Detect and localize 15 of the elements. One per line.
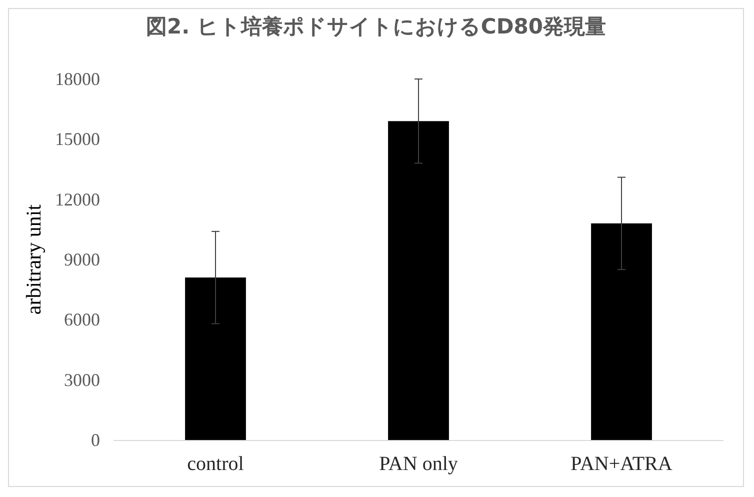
y-tick-label: 18000 [55,69,100,89]
x-tick-label: control [187,453,244,475]
bar [185,278,246,440]
y-axis-title: arbitrary unit [22,204,46,315]
y-tick-label: 15000 [55,129,100,150]
chart-title: 図2. ヒト培養ポドサイトにおけるCD80発現量 [146,14,606,38]
y-tick-label: 6000 [64,310,100,330]
bar [591,223,652,440]
bar [388,121,449,440]
x-tick-label: PAN+ATRA [570,453,673,475]
x-tick-label: PAN only [379,453,458,475]
y-tick-label: 3000 [64,370,100,390]
y-tick-label: 0 [91,430,100,450]
y-tick-label: 9000 [64,250,100,270]
y-tick-label: 12000 [55,189,100,210]
